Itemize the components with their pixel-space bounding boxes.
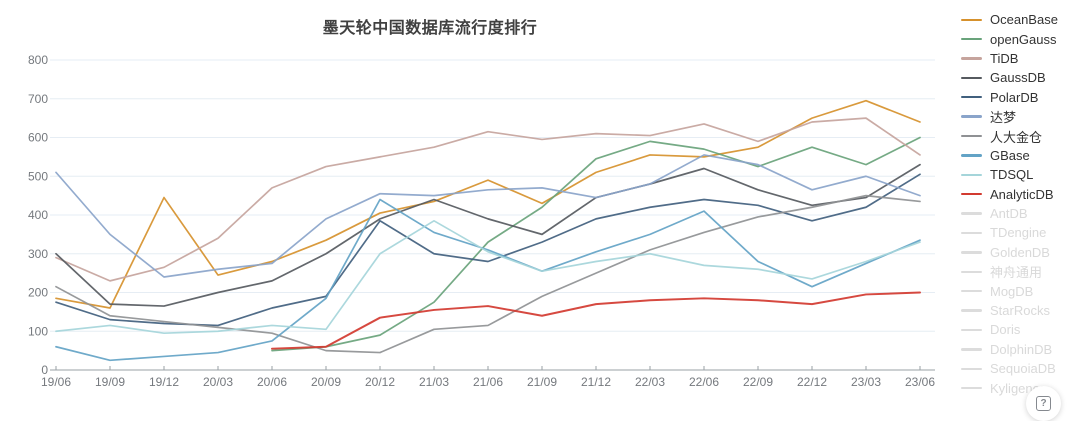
legend-label: StarRocks	[990, 303, 1050, 319]
legend-label: GaussDB	[990, 70, 1046, 86]
legend-label: TDSQL	[990, 167, 1034, 183]
legend-item-人大金仓[interactable]: 人大金仓	[961, 126, 1076, 145]
legend-item-TDengine[interactable]: TDengine	[961, 223, 1076, 242]
y-tick-label: 300	[28, 247, 48, 261]
series-line-人大金仓	[55, 194, 921, 354]
legend-swatch-icon	[961, 115, 982, 118]
x-tick-label: 23/06	[905, 375, 935, 389]
y-tick-label: 500	[28, 169, 48, 183]
legend-swatch-icon	[961, 328, 982, 332]
legend-item-TDSQL[interactable]: TDSQL	[961, 165, 1076, 184]
series-line-达梦	[55, 154, 921, 278]
x-tick-label: 22/09	[743, 375, 773, 389]
legend-item-GBase[interactable]: GBase	[961, 146, 1076, 165]
legend-item-AnalyticDB[interactable]: AnalyticDB	[961, 185, 1076, 204]
x-tick-label: 20/03	[203, 375, 233, 389]
legend-swatch-icon	[961, 367, 982, 370]
legend-item-TiDB[interactable]: TiDB	[961, 49, 1076, 68]
y-tick-label: 400	[28, 208, 48, 222]
legend-label: GBase	[990, 147, 1030, 163]
legend-label: OceanBase	[990, 12, 1058, 28]
x-tick-label: 21/06	[473, 375, 503, 389]
x-tick-label: 22/06	[689, 375, 719, 389]
x-tick-label: 21/09	[527, 375, 557, 389]
y-tick-label: 0	[41, 363, 48, 377]
help-button[interactable]: ?	[1026, 386, 1061, 421]
series-line-AnalyticDB	[271, 291, 921, 350]
x-tick-label: 19/12	[149, 375, 179, 389]
legend-item-GoldenDB[interactable]: GoldenDB	[961, 243, 1076, 262]
legend-label: Doris	[990, 322, 1021, 338]
legend-item-openGauss[interactable]: openGauss	[961, 29, 1076, 48]
y-tick-label: 200	[28, 286, 48, 300]
series-line-TDSQL	[55, 219, 921, 335]
legend-swatch-icon	[961, 348, 982, 351]
legend-swatch-icon	[961, 386, 982, 390]
legend-label: SequoiaDB	[990, 361, 1056, 377]
chart-title: 墨天轮中国数据库流行度排行	[322, 20, 538, 37]
legend-item-GaussDB[interactable]: GaussDB	[961, 68, 1076, 87]
chart-legend: OceanBase openGauss TiDB GaussDB PolarDB 达梦人大…	[961, 10, 1076, 398]
legend-item-MogDB[interactable]: MogDB	[961, 281, 1076, 300]
series-line-TiDB	[55, 117, 921, 282]
legend-label: DolphinDB	[990, 341, 1053, 357]
legend-item-AntDB[interactable]: AntDB	[961, 204, 1076, 223]
legend-label: AntDB	[990, 206, 1028, 222]
legend-label: 人大金仓	[990, 129, 1043, 145]
legend-swatch-icon	[961, 289, 982, 293]
legend-label: GoldenDB	[990, 244, 1050, 260]
x-tick-label: 20/06	[257, 375, 287, 389]
series-line-GaussDB	[55, 163, 921, 307]
legend-swatch-icon	[961, 251, 982, 254]
legend-label: 神舟通用	[990, 265, 1043, 281]
series-line-openGauss	[271, 136, 921, 352]
legend-label: 达梦	[990, 110, 1017, 126]
legend-swatch-icon	[961, 18, 982, 21]
series-line-OceanBase	[55, 99, 921, 309]
legend-swatch-icon	[961, 212, 982, 215]
question-mark-icon: ?	[1036, 396, 1051, 411]
x-tick-label: 20/09	[311, 375, 341, 389]
legend-swatch-icon	[961, 57, 982, 60]
y-tick-label: 800	[28, 53, 48, 67]
legend-label: MogDB	[990, 283, 1034, 299]
y-tick-label: 700	[28, 92, 48, 106]
x-tick-label: 23/03	[851, 375, 881, 389]
legend-swatch-icon	[961, 193, 982, 196]
legend-item-PolarDB[interactable]: PolarDB	[961, 88, 1076, 107]
legend-swatch-icon	[961, 270, 982, 273]
legend-label: TiDB	[990, 50, 1019, 66]
series-line-GBase	[55, 198, 921, 362]
legend-item-SequoiaDB[interactable]: SequoiaDB	[961, 359, 1076, 378]
x-tick-label: 21/12	[581, 375, 611, 389]
legend-swatch-icon	[961, 76, 982, 80]
legend-swatch-icon	[961, 96, 982, 99]
legend-item-Doris[interactable]: Doris	[961, 320, 1076, 339]
legend-item-OceanBase[interactable]: OceanBase	[961, 10, 1076, 29]
legend-swatch-icon	[961, 309, 982, 312]
legend-swatch-icon	[961, 154, 982, 157]
legend-label: TDengine	[990, 225, 1047, 241]
legend-item-达梦[interactable]: 达梦	[961, 107, 1076, 126]
legend-swatch-icon	[961, 134, 982, 138]
x-tick-label: 19/06	[41, 375, 71, 389]
x-tick-label: 20/12	[365, 375, 395, 389]
legend-label: AnalyticDB	[990, 186, 1054, 202]
legend-item-DolphinDB[interactable]: DolphinDB	[961, 340, 1076, 359]
x-tick-label: 22/12	[797, 375, 827, 389]
legend-item-神舟通用[interactable]: 神舟通用	[961, 262, 1076, 281]
legend-label: openGauss	[990, 31, 1057, 47]
legend-swatch-icon	[961, 231, 982, 235]
x-tick-label: 19/09	[95, 375, 125, 389]
legend-swatch-icon	[961, 173, 982, 177]
y-tick-label: 100	[28, 324, 48, 338]
y-tick-label: 600	[28, 131, 48, 145]
x-tick-label: 22/03	[635, 375, 665, 389]
legend-swatch-icon	[961, 37, 982, 41]
legend-item-StarRocks[interactable]: StarRocks	[961, 301, 1076, 320]
legend-label: PolarDB	[990, 89, 1039, 105]
x-tick-label: 21/03	[419, 375, 449, 389]
